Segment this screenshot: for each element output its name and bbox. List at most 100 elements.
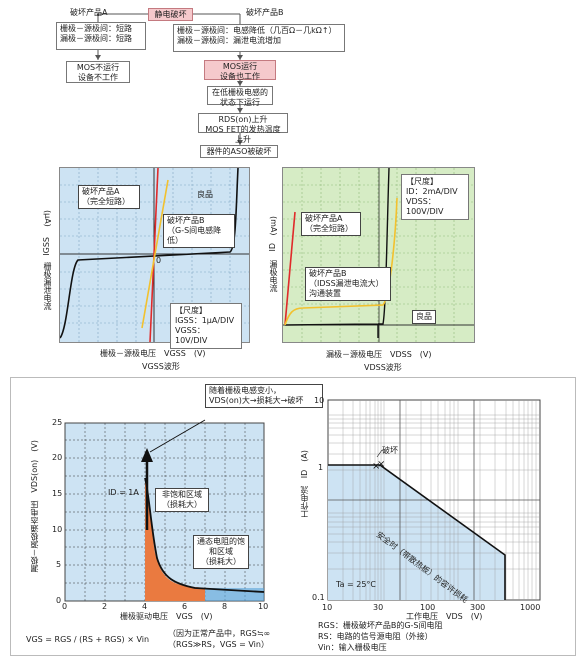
- vds-callout-top-2: VDS(on)大→损耗大→破坏: [209, 396, 304, 405]
- aso-y-tick-10: 10: [314, 396, 325, 405]
- idss-ylabel-sym: ID: [268, 243, 277, 252]
- aso-break-label: 破坏: [382, 446, 398, 455]
- vds-y-tick-3: 15: [52, 489, 63, 498]
- aso-legend: RGS：栅极破坏产品B的G-S间电阻 RS：电路的信号源电阻（外接） Vin：输…: [318, 620, 443, 653]
- aso-xlabel: 工作电压 VDS (V): [406, 612, 483, 621]
- igss-ylabel-cn: 栅极漏泄电流: [43, 262, 52, 310]
- flow-right-pink: MOS运行 设备也工作: [204, 60, 276, 81]
- idss-label-a-2: （完全短路）: [305, 224, 353, 233]
- aso-x-tick-100: 100: [420, 603, 436, 612]
- igss-label-a-1: 破坏产品A: [82, 187, 120, 196]
- flow-left-line-2: 漏极－源极间：短路: [60, 34, 132, 43]
- flow-step3: 在低栅极电感的 状态下运行: [207, 86, 273, 107]
- idss-label-b-3: 沟通装置: [309, 289, 341, 298]
- idss-scale-box: 【尺度】 ID：2mA/DIV VDSS：100V/DIV: [401, 174, 469, 220]
- vds-formula-note-1: （因为正常产品中，RGS≒∞: [168, 629, 271, 638]
- idss-label-b: 破坏产品B （IDSS漏泄电流大） 沟通装置: [305, 267, 391, 301]
- flow-step4-1: RDS(on)上升: [218, 115, 268, 124]
- igss-curve-a: [149, 168, 159, 342]
- idss-scale-1: ID：2mA/DIV: [406, 187, 458, 196]
- vds-y-tick-5: 25: [52, 418, 63, 427]
- aso-x-tick-10: 10: [322, 603, 333, 612]
- idss-label-a-1: 破坏产品A: [305, 214, 343, 223]
- idss-curve-b: [284, 197, 398, 326]
- igss-ylabel-unit: (μA): [43, 210, 52, 227]
- vds-y-tick-0: 0: [56, 596, 62, 605]
- idss-ylabel-cn: 漏极电流: [269, 260, 278, 292]
- aso-legend-2: RS：电路的信号源电阻（外接）: [318, 632, 433, 641]
- vds-region2-label: 通态电阻的饱 和区域 （损耗大）: [193, 535, 249, 569]
- vds-x-tick-4: 8: [222, 602, 228, 611]
- vds-x-tick-5: 10: [258, 602, 269, 611]
- bottom-frame: [10, 377, 576, 656]
- aso-ta-label: Ta = 25°C: [336, 580, 377, 589]
- vds-region1-label: 非饱和区域 （损耗大）: [155, 488, 209, 512]
- flow-left-result-2: 设备不工作: [78, 73, 118, 82]
- flow-left-line-1: 栅极－源极间：短路: [60, 24, 132, 33]
- vds-region2-1: 通态电阻的饱: [197, 537, 245, 546]
- idss-scale-title: 【尺度】: [406, 177, 438, 186]
- idss-xlabel: 漏极－源极电压 VDSS (V): [326, 350, 432, 359]
- vds-id-label: ID = 1A: [108, 488, 139, 497]
- flow-right-pink-2: 设备也工作: [220, 72, 260, 81]
- vds-ylabel: 漏极－源极通态电压 VDS(on) (V): [30, 440, 39, 573]
- aso-break-mark-2: ×: [377, 459, 385, 470]
- idss-curve-a: [284, 211, 296, 326]
- aso-x-tick-30: 30: [373, 603, 384, 612]
- flow-right-branch-label: 破坏产品B: [246, 8, 284, 17]
- aso-area: [328, 465, 505, 600]
- idss-caption: VDSS波形: [364, 363, 402, 372]
- flow-step4: RDS(on)上升 MOS FET的发热温度上升: [198, 113, 288, 144]
- aso-ylabel: 工作电流 ID (A): [300, 450, 309, 519]
- vds-y-tick-1: 5: [56, 560, 62, 569]
- vds-nonsat-region: [145, 478, 205, 601]
- flow-right-pink-1: MOS运行: [222, 62, 258, 71]
- vds-formula-note-2: （RGS≫RS，VGS = Vin）: [168, 640, 269, 649]
- vds-x-tick-2: 4: [142, 602, 148, 611]
- flow-step4-2: MOS FET的发热温度上升: [205, 125, 281, 144]
- idss-label-good: 良品: [412, 310, 436, 324]
- flow-step5: 器件的ASO被破坏: [200, 145, 278, 158]
- aso-break-mark-1: ×: [372, 461, 380, 472]
- vds-y-tick-2: 10: [52, 525, 63, 534]
- igss-label-b-2: （G-S间电感降低）: [167, 226, 222, 245]
- igss-label-b-1: 破坏产品B: [167, 216, 205, 225]
- idss-ylabel-unit: (mA): [269, 216, 278, 236]
- aso-y-tick-01: 0.1: [312, 593, 325, 602]
- aso-boundary: [328, 464, 506, 600]
- idss-label-b-2: （IDSS漏泄电流大）: [309, 279, 384, 288]
- vds-callout-top-1: 随着栅极电感变小，: [209, 386, 281, 395]
- vds-x-tick-3: 6: [182, 602, 188, 611]
- aso-y-tick-1: 1: [318, 463, 324, 472]
- idss-scale-2: VDSS：100V/DIV: [406, 197, 444, 216]
- flow-left-result: MOS不运行 设备不工作: [66, 61, 130, 83]
- igss-scale-box: 【尺度】 IGSS：1μA/DIV VGSS：10V/DIV: [170, 303, 242, 349]
- vds-xlabel: 栅极驱动电压 VGS (V): [120, 612, 213, 621]
- igss-ylabel-sym: IGSS: [42, 237, 51, 256]
- igss-scale-2: VGSS：10V/DIV: [175, 326, 208, 345]
- flow-left-result-1: MOS不运行: [76, 63, 120, 72]
- flow-right-line-1: 栅极－源极间：电感降低（几百Ω－几kΩ↑）: [177, 26, 337, 35]
- idss-label-b-1: 破坏产品B: [309, 269, 347, 278]
- aso-x-tick-1000: 1000: [520, 603, 541, 612]
- vds-region2-3: （损耗大）: [201, 557, 241, 566]
- igss-xlabel: 栅极－源极电压 VGSS (V): [100, 349, 206, 358]
- idss-panel: 【尺度】 ID：2mA/DIV VDSS：100V/DIV 破坏产品A （完全短…: [282, 167, 475, 343]
- igss-label-a: 破坏产品A （完全短路）: [78, 185, 140, 209]
- idss-label-a: 破坏产品A （完全短路）: [301, 212, 361, 236]
- igss-label-a-2: （完全短路）: [82, 197, 130, 206]
- vds-formula: VGS = RGS / (RS + RGS) × Vin: [26, 635, 150, 644]
- vds-region1-1: 非饱和区域: [162, 490, 202, 499]
- vds-formula-note: （因为正常产品中，RGS≒∞ （RGS≫RS，VGS = Vin）: [168, 628, 270, 650]
- flow-right-box: 栅极－源极间：电感降低（几百Ω－几kΩ↑） 漏极－源极间：漏泄电流增加: [173, 24, 345, 52]
- igss-label-good: 良品: [197, 190, 213, 199]
- vds-region2-2: 和区域: [209, 547, 233, 556]
- flow-step3-1: 在低栅极电感的: [212, 88, 268, 97]
- igss-caption: VGSS波形: [142, 362, 180, 371]
- aso-x-tick-300: 300: [470, 603, 486, 612]
- flow-right-line-2: 漏极－源极间：漏泄电流增加: [177, 36, 281, 45]
- vds-y-tick-4: 20: [52, 453, 63, 462]
- flow-step3-2: 状态下运行: [220, 98, 260, 107]
- aso-plot: × ×: [327, 399, 541, 601]
- flow-left-branch-label: 破坏产品A: [70, 8, 108, 17]
